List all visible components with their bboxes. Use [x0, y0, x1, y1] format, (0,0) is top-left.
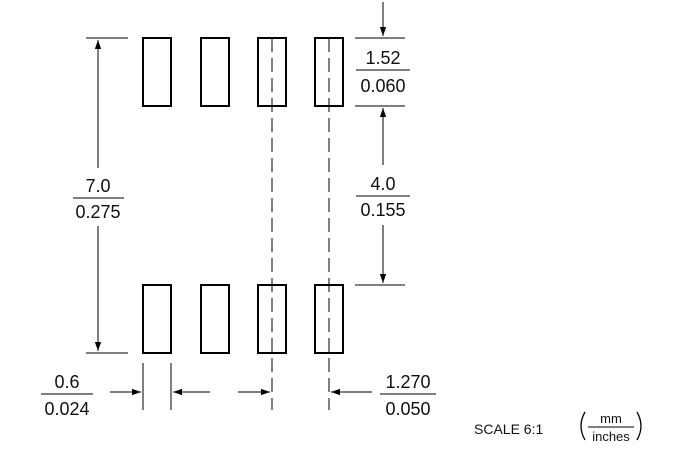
pad-length-inches: 0.060 — [360, 76, 405, 96]
dimension-pad-length: 1.52 0.060 — [356, 2, 410, 96]
pad-top-2 — [200, 37, 230, 107]
pad-top-1 — [142, 37, 172, 107]
pad-bottom-1 — [142, 284, 172, 354]
pitch-inches: 0.050 — [385, 399, 430, 419]
top-pad-row — [142, 37, 344, 107]
pad-width-inches: 0.024 — [44, 399, 89, 419]
bottom-pad-row — [142, 284, 344, 354]
dimension-pitch: 1.270 0.050 — [238, 372, 436, 419]
dimension-gap: 4.0 0.155 — [356, 108, 410, 283]
dimension-pad-width: 0.6 0.024 — [41, 372, 210, 419]
pad-length-mm: 1.52 — [365, 48, 400, 68]
overall-height-mm: 7.0 — [85, 176, 110, 196]
dimension-overall-height: 7.0 0.275 — [73, 40, 124, 351]
overall-height-inches: 0.275 — [75, 202, 120, 222]
extension-lines — [86, 37, 405, 410]
units-legend-denominator: inches — [592, 429, 630, 444]
gap-inches: 0.155 — [360, 200, 405, 220]
units-legend: mm inches — [580, 411, 642, 444]
pitch-mm: 1.270 — [385, 372, 430, 392]
units-legend-numerator: mm — [600, 411, 622, 426]
scale-label: SCALE 6:1 — [474, 421, 543, 437]
pad-width-mm: 0.6 — [54, 372, 79, 392]
pad-centerlines — [271, 38, 330, 410]
pad-bottom-2 — [200, 284, 230, 354]
gap-mm: 4.0 — [370, 174, 395, 194]
